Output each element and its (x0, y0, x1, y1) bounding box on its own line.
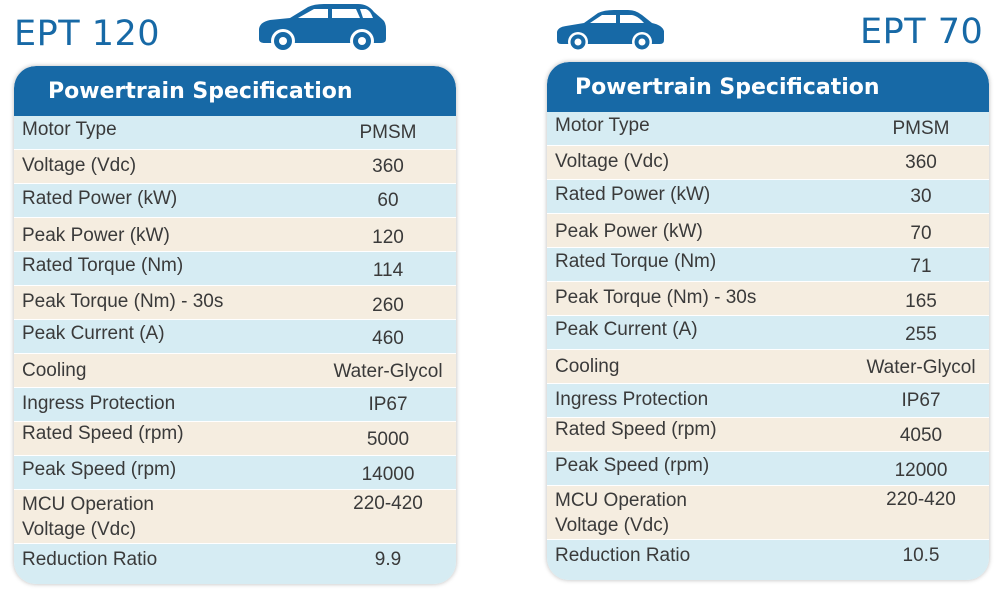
table-row: Rated Speed (rpm) 4050 (547, 418, 989, 452)
spec-label: Peak Speed (rpm) (22, 459, 177, 480)
spec-label: Peak Current (A) (22, 323, 165, 344)
table-row: MCU Operation Voltage (Vdc) 220-420 (14, 490, 456, 544)
spec-label: Rated Speed (rpm) (22, 423, 184, 444)
spec-label: Rated Speed (rpm) (555, 419, 717, 440)
spec-value: 70 (910, 222, 932, 244)
spec-label: Reduction Ratio (22, 549, 158, 570)
card-header-title: Powertrain Specification (575, 74, 880, 100)
spec-label: Peak Current (A) (555, 319, 698, 340)
spec-value: PMSM (359, 121, 417, 143)
spec-value: 9.9 (374, 549, 402, 570)
spec-value: 165 (905, 290, 937, 312)
table-row: Motor Type PMSM (14, 116, 456, 150)
spec-label: Rated Torque (Nm) (22, 255, 184, 276)
spec-label: MCU Operation Voltage (Vdc) (22, 494, 154, 540)
spec-value: 5000 (366, 428, 410, 450)
table-row: Rated Power (kW) 60 (14, 184, 456, 218)
card-header: Powertrain Specification (14, 66, 456, 116)
card-header-title: Powertrain Specification (48, 78, 353, 104)
spec-label: Voltage (Vdc) (22, 155, 137, 176)
spec-value: 60 (377, 189, 399, 211)
table-row: Voltage (Vdc) 360 (547, 146, 989, 180)
spec-value: 460 (372, 327, 404, 349)
table-row: Cooling Water-Glycol (14, 354, 456, 388)
table-row: Peak Speed (rpm) 14000 (14, 456, 456, 490)
spec-label: Peak Power (kW) (555, 221, 703, 242)
spec-value: 71 (910, 255, 932, 277)
spec-value: 255 (905, 323, 937, 345)
table-row: Rated Speed (rpm) 5000 (14, 422, 456, 456)
table-row: Peak Current (A) 255 (547, 316, 989, 350)
sedan-car-icon (557, 10, 664, 52)
spec-value: 114 (372, 259, 404, 281)
table-row: Voltage (Vdc) 360 (14, 150, 456, 184)
spec-label: Peak Speed (rpm) (555, 455, 710, 476)
spec-value: 220-420 (353, 493, 423, 514)
spec-value: 260 (372, 294, 404, 316)
table-row: Peak Torque (Nm) - 30s 165 (547, 282, 989, 316)
card-header: Powertrain Specification (547, 62, 989, 112)
model-title-ept-120: EPT 120 (14, 14, 161, 54)
table-row: MCU Operation Voltage (Vdc) 220-420 (547, 486, 989, 540)
table-row: Peak Current (A) 460 (14, 320, 456, 354)
spec-label: Peak Torque (Nm) - 30s (555, 287, 757, 308)
spec-label: Peak Power (kW) (22, 225, 170, 246)
spec-value: 220-420 (886, 489, 956, 510)
table-row: Rated Power (kW) 30 (547, 180, 989, 214)
table-row: Motor Type PMSM (547, 112, 989, 146)
spec-card-ept-120: Powertrain Specification Motor Type PMSM… (14, 66, 456, 584)
spec-value: 360 (372, 155, 404, 177)
spec-label: MCU Operation Voltage (Vdc) (555, 490, 687, 536)
spec-value: PMSM (892, 117, 950, 139)
spec-value: Water-Glycol (866, 356, 976, 378)
spec-label: Ingress Protection (22, 393, 176, 414)
suv-car-icon (259, 4, 386, 53)
spec-label: Rated Power (kW) (22, 188, 178, 209)
table-row: Cooling Water-Glycol (547, 350, 989, 384)
table-row: Ingress Protection IP67 (14, 388, 456, 422)
spec-label: Cooling (555, 356, 620, 377)
spec-value: 10.5 (902, 545, 940, 566)
spec-label: Rated Power (kW) (555, 184, 711, 205)
spec-label: Ingress Protection (555, 389, 709, 410)
spec-value: Water-Glycol (333, 360, 443, 382)
spec-value: IP67 (368, 393, 408, 415)
table-row: Peak Speed (rpm) 12000 (547, 452, 989, 486)
spec-card-ept-70: Powertrain Specification Motor Type PMSM… (547, 62, 989, 580)
table-row: Rated Torque (Nm) 71 (547, 248, 989, 282)
table-row: Peak Power (kW) 120 (14, 218, 456, 252)
spec-label: Reduction Ratio (555, 545, 691, 566)
spec-value: IP67 (901, 389, 941, 411)
spec-value: 12000 (894, 459, 948, 481)
spec-label: Rated Torque (Nm) (555, 251, 717, 272)
spec-label: Motor Type (555, 115, 650, 136)
model-title-ept-70: EPT 70 (860, 12, 984, 52)
spec-value: 30 (910, 185, 932, 207)
spec-value: 14000 (361, 463, 415, 485)
table-row: Reduction Ratio 9.9 (14, 544, 456, 584)
spec-value: 360 (905, 151, 937, 173)
spec-value: 4050 (899, 424, 943, 446)
spec-label: Motor Type (22, 119, 117, 140)
table-row: Reduction Ratio 10.5 (547, 540, 989, 580)
spec-label: Cooling (22, 360, 87, 381)
table-row: Peak Torque (Nm) - 30s 260 (14, 286, 456, 320)
spec-value: 120 (372, 226, 404, 248)
table-row: Rated Torque (Nm) 114 (14, 252, 456, 286)
table-row: Peak Power (kW) 70 (547, 214, 989, 248)
spec-label: Peak Torque (Nm) - 30s (22, 291, 224, 312)
table-row: Ingress Protection IP67 (547, 384, 989, 418)
spec-label: Voltage (Vdc) (555, 151, 670, 172)
